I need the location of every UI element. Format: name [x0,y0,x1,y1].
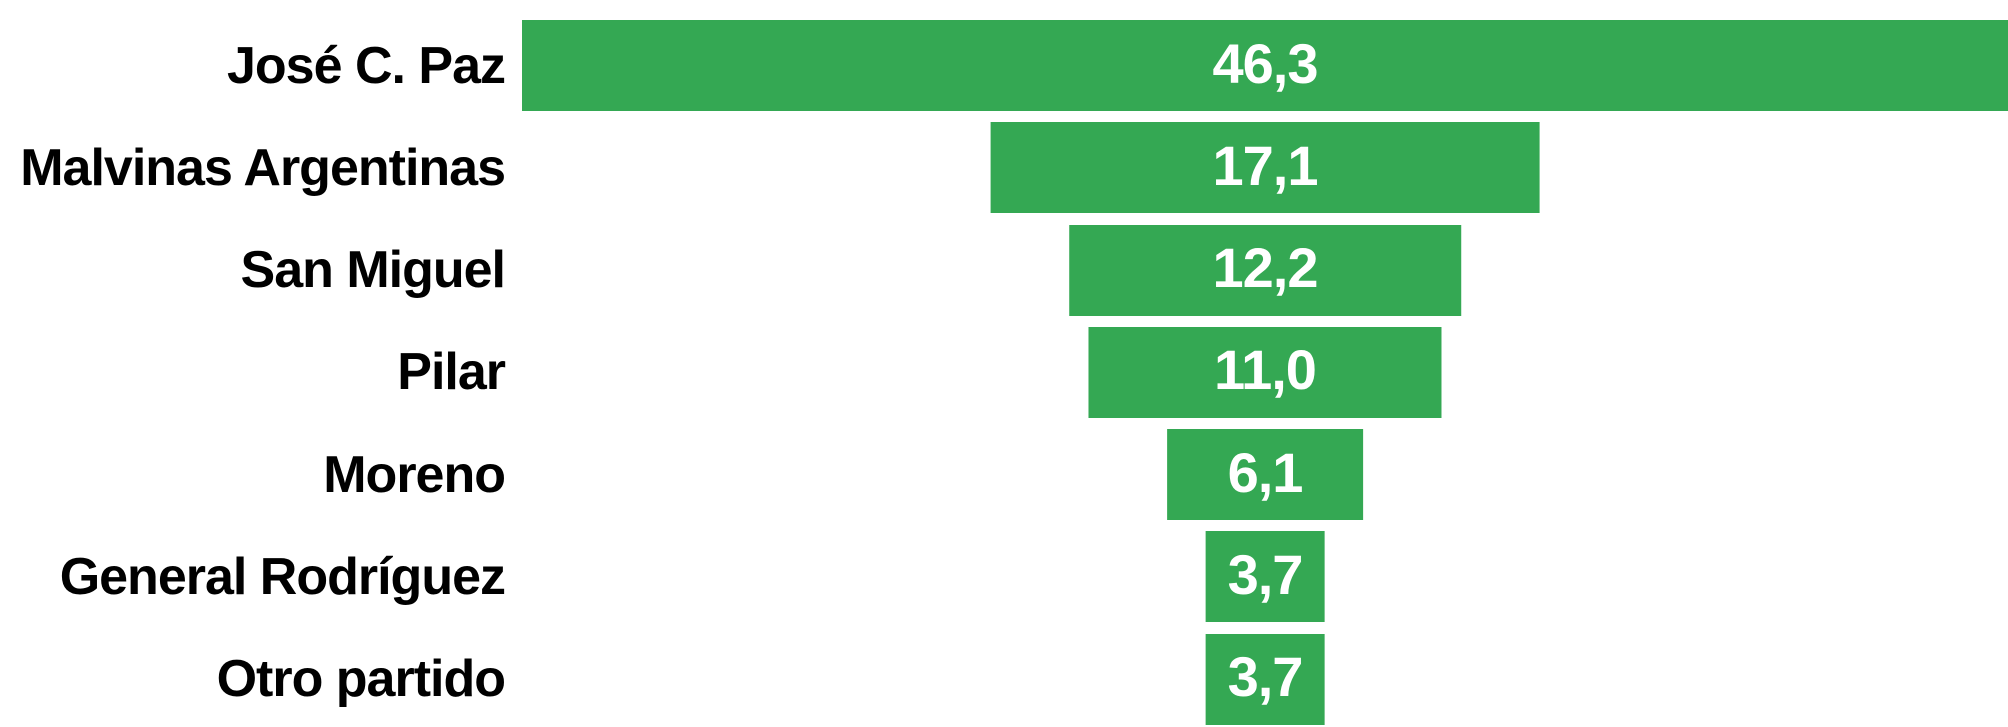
plot-area: 3,7 [522,531,2008,623]
category-label: Pilar [397,343,506,402]
category-label: Otro partido [216,650,506,709]
chart-row: Pilar 11,0 [0,326,2008,418]
value-label: 12,2 [1212,236,1318,300]
plot-area: 12,2 [522,224,2008,316]
value-label: 6,1 [1227,440,1304,504]
category-label: San Miguel [240,241,506,300]
chart-row: José C. Paz 46,3 [0,20,2008,111]
bar: 6,1 [1167,429,1363,521]
chart-row: San Miguel 12,2 [0,224,2008,316]
bar: 46,3 [522,20,2008,111]
category-label: General Rodríguez [59,547,506,606]
bar: 3,7 [1205,531,1325,623]
bar: 12,2 [1069,224,1461,316]
bar: 17,1 [990,122,1540,214]
value-label: 17,1 [1212,133,1319,197]
plot-area: 11,0 [522,326,2008,418]
plot-area: 46,3 [522,20,2008,111]
chart-row: Moreno 6,1 [0,429,2008,521]
plot-area: 6,1 [522,429,2008,521]
value-label: 46,3 [1212,31,1319,95]
plot-area: 17,1 [522,122,2008,214]
value-label: 11,0 [1214,338,1317,402]
bar: 3,7 [1205,633,1325,725]
category-label: Malvinas Argentinas [20,138,506,197]
chart-row: Otro partido 3,7 [0,633,2008,725]
category-label: Moreno [323,445,506,504]
plot-area: 3,7 [522,633,2008,725]
value-label: 3,7 [1227,542,1304,606]
bar: 11,0 [1088,326,1442,418]
category-label: José C. Paz [226,36,506,95]
chart-row: General Rodríguez 3,7 [0,531,2008,623]
chart-row: Malvinas Argentinas 17,1 [0,122,2008,214]
value-label: 3,7 [1227,645,1304,709]
